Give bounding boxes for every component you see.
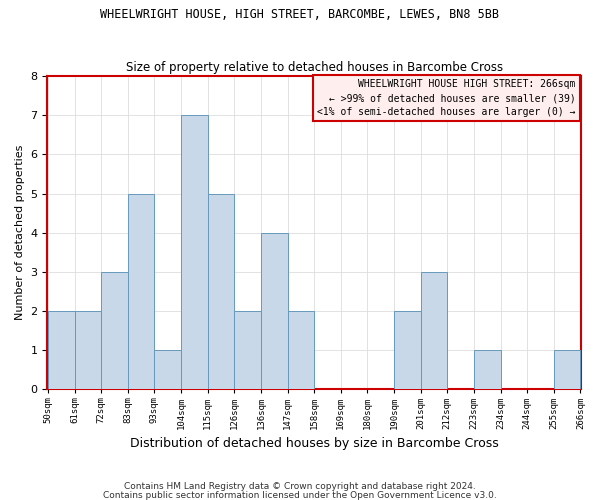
Bar [48,311,74,390]
Bar [154,350,181,390]
Bar [101,272,128,390]
Text: Contains public sector information licensed under the Open Government Licence v3: Contains public sector information licen… [103,490,497,500]
Text: Contains HM Land Registry data © Crown copyright and database right 2024.: Contains HM Land Registry data © Crown c… [124,482,476,491]
Bar [287,311,314,390]
Bar [181,115,208,390]
Y-axis label: Number of detached properties: Number of detached properties [15,145,25,320]
Bar [394,311,421,390]
Bar [474,350,500,390]
Text: WHEELWRIGHT HOUSE HIGH STREET: 266sqm
← >99% of detached houses are smaller (39): WHEELWRIGHT HOUSE HIGH STREET: 266sqm ← … [317,79,575,117]
Bar [235,311,261,390]
Text: WHEELWRIGHT HOUSE, HIGH STREET, BARCOMBE, LEWES, BN8 5BB: WHEELWRIGHT HOUSE, HIGH STREET, BARCOMBE… [101,8,499,20]
Bar [554,350,580,390]
Bar [208,194,235,390]
Bar [128,194,154,390]
X-axis label: Distribution of detached houses by size in Barcombe Cross: Distribution of detached houses by size … [130,437,499,450]
Bar [421,272,448,390]
Title: Size of property relative to detached houses in Barcombe Cross: Size of property relative to detached ho… [125,60,503,74]
Bar [74,311,101,390]
Bar [261,233,287,390]
